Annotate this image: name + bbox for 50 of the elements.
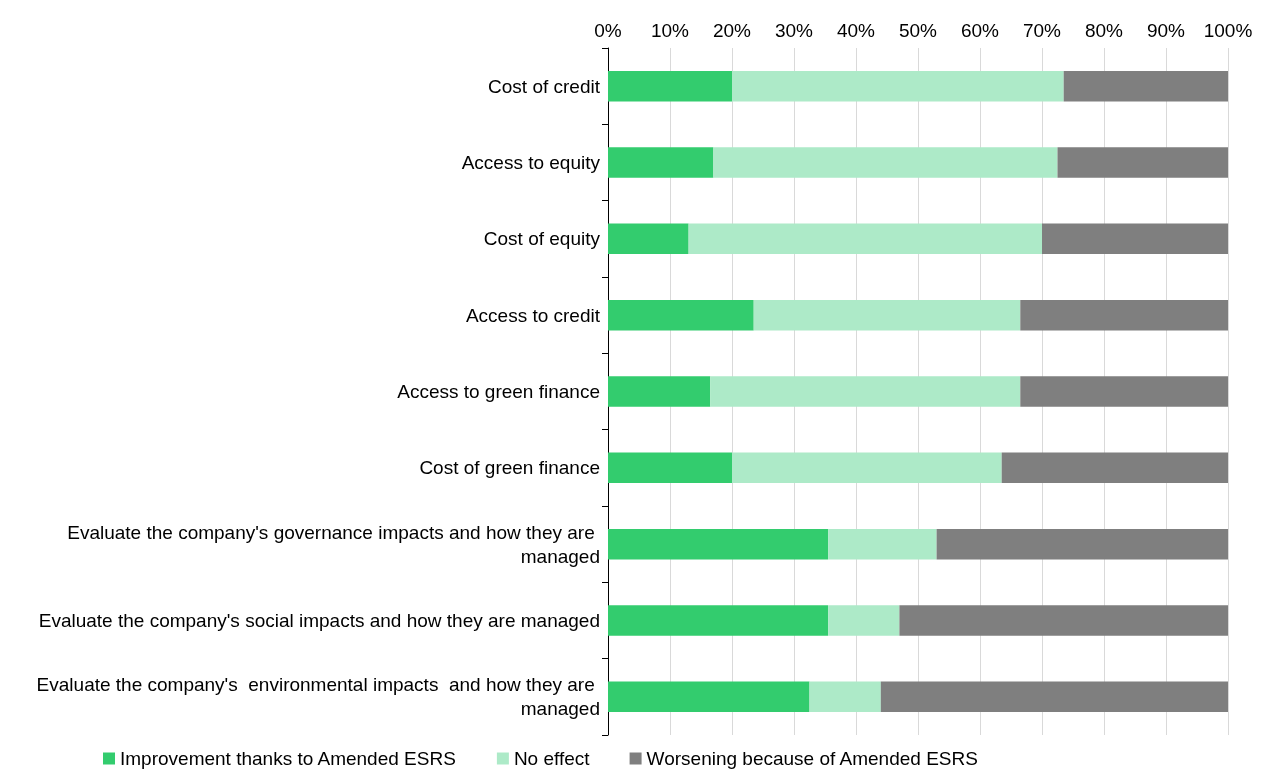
y-tick-label: Access to credit xyxy=(465,304,601,326)
bar xyxy=(1042,223,1228,255)
x-tick-label: 100% xyxy=(1203,20,1253,41)
bar xyxy=(608,376,711,407)
legend-label: No effect xyxy=(513,748,591,769)
bar xyxy=(1020,299,1228,331)
bar xyxy=(608,70,732,102)
x-tick-label: 20% xyxy=(712,20,752,41)
y-tick-label: Cost of green finance xyxy=(419,457,600,479)
x-tick-label: 80% xyxy=(1084,20,1124,41)
bar xyxy=(880,681,1228,713)
bar xyxy=(608,452,732,484)
bar xyxy=(1001,452,1228,484)
legend-label: Worsening because of Amended ESRS xyxy=(646,748,978,769)
bar xyxy=(828,605,900,636)
bar xyxy=(732,452,1002,484)
y-tick-label: Evaluate the company's social impacts and how they are managed xyxy=(38,610,600,631)
bar xyxy=(608,299,754,331)
y-tick-label: Cost of equity xyxy=(483,228,601,250)
bar xyxy=(608,528,829,560)
x-tick-label: 10% xyxy=(650,20,690,41)
bar xyxy=(809,681,881,713)
bar xyxy=(713,147,1058,178)
bar xyxy=(608,223,689,255)
bar xyxy=(1057,147,1228,178)
y-tick-label: Access to green finance xyxy=(397,381,600,402)
x-tick-label: 0% xyxy=(594,20,622,41)
x-tick-label: 30% xyxy=(774,20,814,41)
y-tick-label: Evaluate the company's environmental impacts and how they are managed xyxy=(36,674,600,720)
bar xyxy=(732,70,1064,102)
bar xyxy=(1063,70,1228,102)
bar xyxy=(688,223,1042,255)
bar xyxy=(899,605,1228,636)
bar xyxy=(710,376,1021,407)
bar xyxy=(608,681,810,713)
x-tick-label: 90% xyxy=(1146,20,1186,41)
bar xyxy=(608,605,829,636)
y-tick-label: Cost of credit xyxy=(488,75,601,97)
y-tick-label: Access to equity xyxy=(461,152,601,173)
x-tick-label: 60% xyxy=(960,20,1000,41)
y-tick-label: Evaluate the company's governance impacts and how they are managed xyxy=(67,521,600,567)
legend-label: Improvement thanks to Amended ESRS xyxy=(120,748,456,769)
bar xyxy=(828,528,937,560)
bar xyxy=(936,528,1228,560)
x-tick-label: 50% xyxy=(898,20,938,41)
bar xyxy=(608,147,714,178)
x-tick-label: 70% xyxy=(1022,20,1062,41)
bar xyxy=(1020,376,1228,407)
bar xyxy=(753,299,1021,331)
x-tick-label: 40% xyxy=(836,20,876,41)
